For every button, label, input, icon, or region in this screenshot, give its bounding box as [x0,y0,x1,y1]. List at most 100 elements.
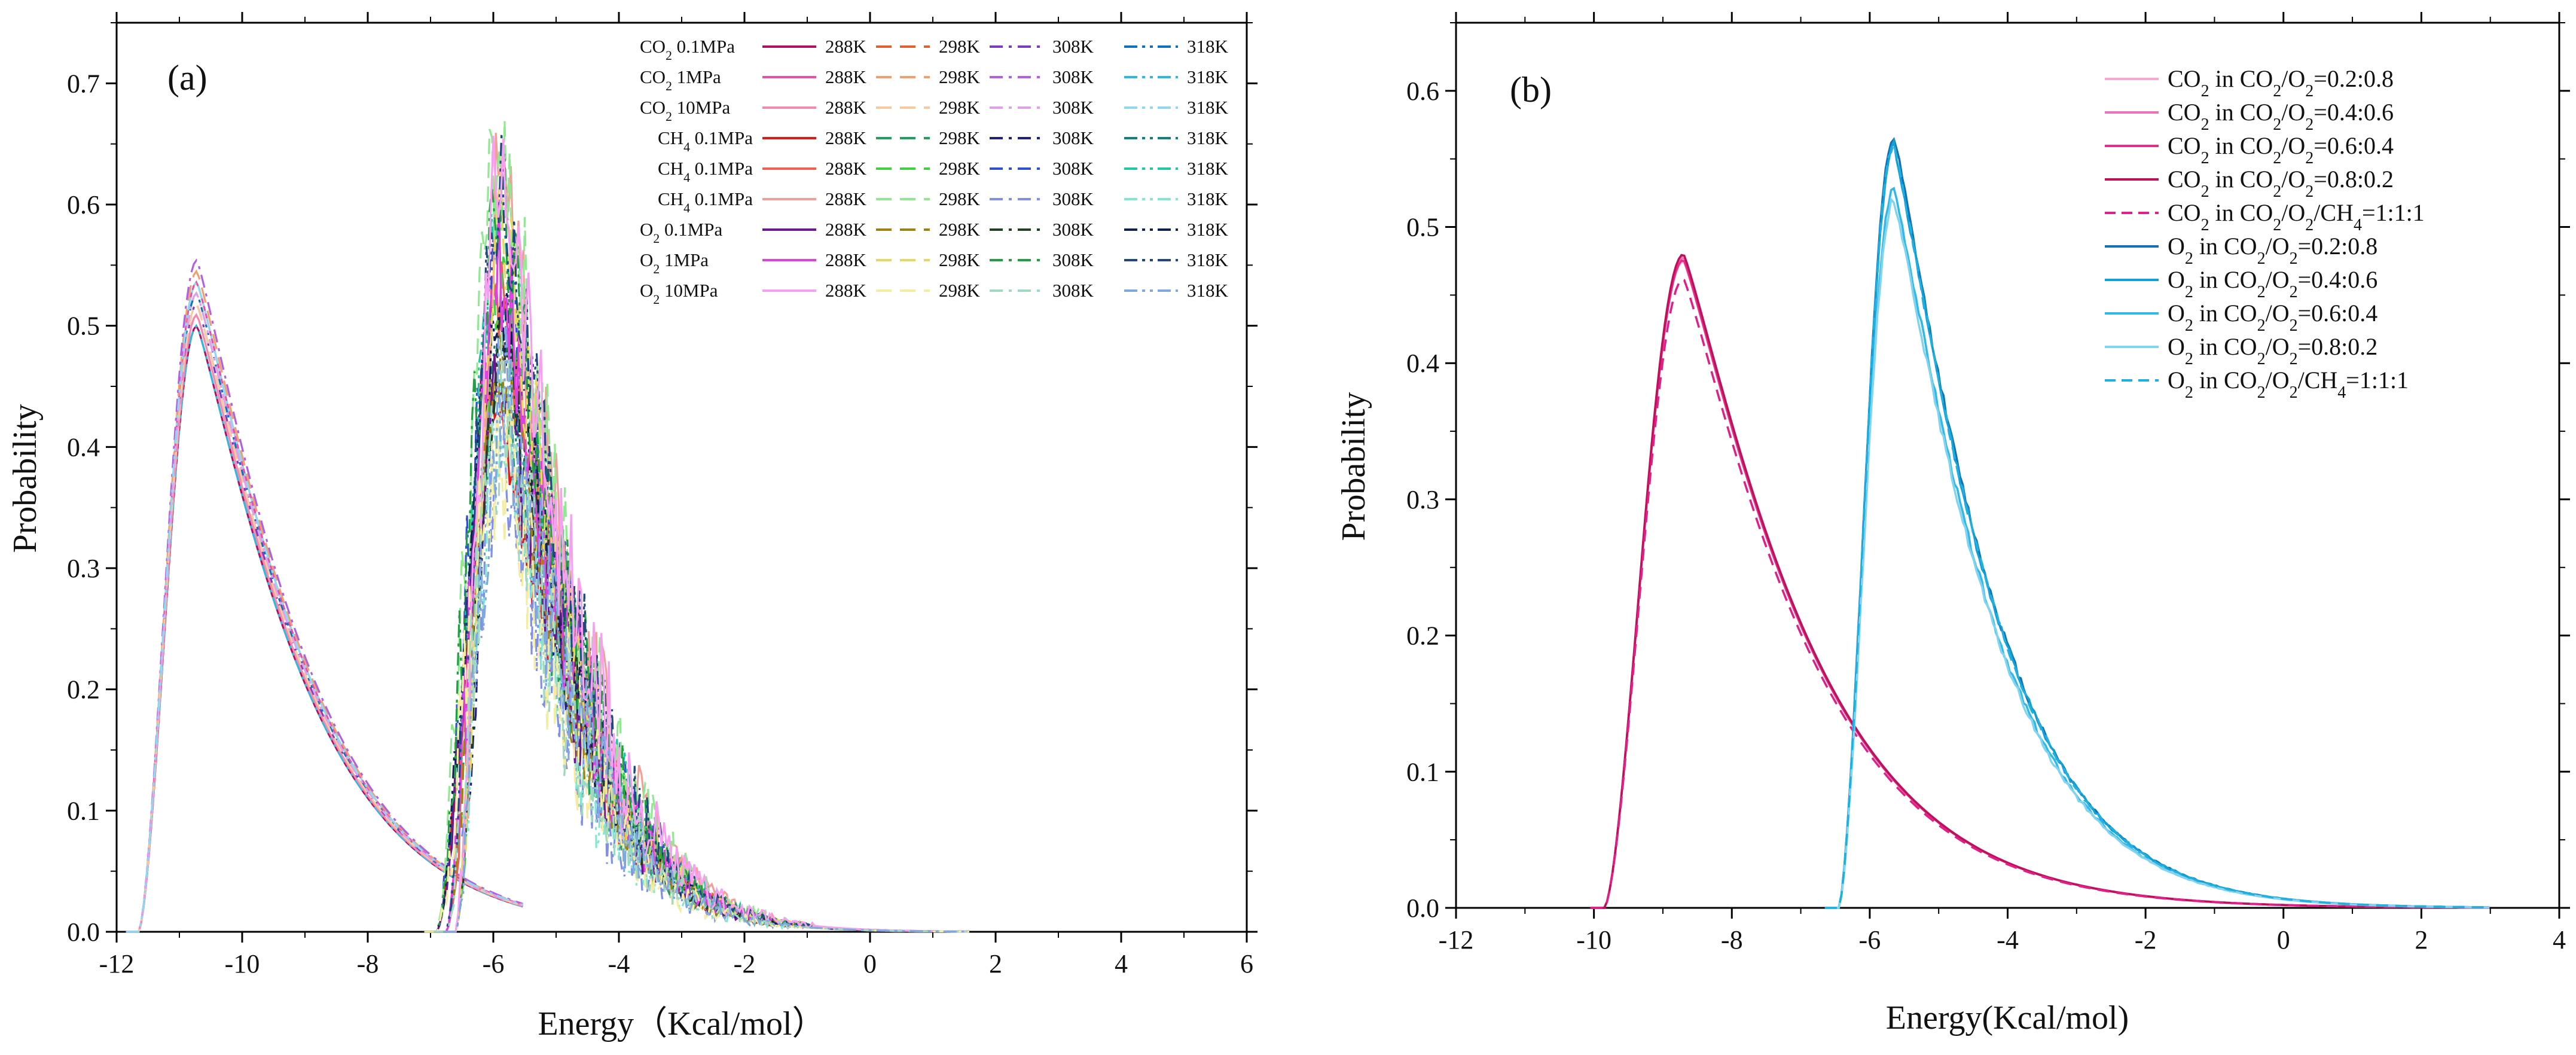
series-line-a-2-1 [126,302,523,933]
legend-group-label-a: CH4 0.1MPa [658,158,753,185]
a-x-tick-label: -4 [608,949,630,978]
b-x-tick-label: 4 [2553,925,2566,955]
legend-temp-label-a: 288K [825,127,867,148]
legend-label-b: O2 in CO2/O2=0.8:0.2 [2168,333,2377,368]
b-x-tick-label: 2 [2415,925,2428,955]
legend-label-b: CO2 in CO2/O2=0.4:0.6 [2168,99,2394,134]
legend-temp-label-a: 308K [1052,158,1094,179]
a-x-tick-label: -6 [483,949,505,978]
b-y-tick-label: 0.3 [1406,485,1439,514]
b-x-tick-label: -8 [1721,925,1743,955]
series-line-a-2-3 [126,280,523,933]
b-y-tick-label: 0.4 [1406,349,1439,378]
legend-temp-label-a: 318K [1187,158,1229,179]
a-y-tick-label: 0.6 [67,190,100,219]
legend-temp-label-a: 308K [1052,127,1094,148]
legend-temp-label-a: 288K [825,219,867,240]
legend-temp-label-a: 308K [1052,280,1094,301]
a-x-tick-label: 6 [1240,949,1253,978]
legend-temp-label-a: 308K [1052,188,1094,209]
panel-label-a: (a) [167,58,207,97]
a-x-tick-label: 2 [989,949,1002,978]
legend-temp-label-a: 298K [939,66,981,87]
legend-temp-label-a: 318K [1187,249,1229,270]
a-y-tick-label: 0.1 [67,796,100,825]
plot-frame-b [1455,22,2560,909]
a-y-tick-label: 0.7 [67,69,100,98]
series-line-b-4 [1590,278,2490,909]
y-axis-title-a: Probability [7,404,44,553]
legend-label-b: CO2 in CO2/O2=0.6:0.4 [2168,132,2394,167]
legend-temp-label-a: 308K [1052,219,1094,240]
legend-temp-label-a: 318K [1187,188,1229,209]
a-y-tick-label: 0.5 [67,312,100,341]
legend-temp-label-a: 298K [939,280,981,301]
legend-temp-label-a: 318K [1187,127,1229,148]
legend-temp-label-a: 298K [939,158,981,179]
legend-temp-label-a: 298K [939,127,981,148]
legend-temp-label-a: 298K [939,36,981,57]
legend-label-b: O2 in CO2/O2/CH4=1:1:1 [2168,367,2409,402]
series-line-a-5-3 [443,392,968,933]
legend-temp-label-a: 288K [825,249,867,270]
series-line-a-8-1 [424,389,969,933]
chart-panel-b: -12 -10 -8 -6 -4 -2 0 2 4 0.0 0.1 0.2 0.3 0.4 0.5 0.6 C… [1335,12,2570,1036]
legend-temp-label-a: 318K [1187,36,1229,57]
legend-group-label-a: CO2 10MPa [640,97,730,124]
b-y-tick-label: 0.0 [1406,894,1439,923]
a-y-tick-label: 0.3 [67,554,100,583]
legend-temp-label-a: 298K [939,249,981,270]
legend-temp-label-a: 308K [1052,66,1094,87]
legend-temp-label-a: 318K [1187,66,1229,87]
legend-temp-label-a: 298K [939,97,981,118]
series-line-a-5-1 [424,120,969,933]
b-y-tick-label: 0.5 [1406,213,1439,242]
b-x-tick-label: 0 [2277,925,2290,955]
legend-temp-label-a: 318K [1187,219,1229,240]
legend-temp-label-a: 288K [825,36,867,57]
a-x-tick-label: 4 [1115,949,1128,978]
series-line-b-9 [1824,139,2490,909]
series-line-b-6 [1824,137,2490,909]
legend-temp-label-a: 318K [1187,97,1229,118]
b-x-tick-label: -6 [1859,925,1881,955]
series-line-a-3-1 [434,376,969,933]
series-line-b-3 [1590,254,2490,909]
legend-group-label-a: CO2 0.1MPa [640,36,735,63]
legend-label-b: O2 in CO2/O2=0.6:0.4 [2168,300,2377,335]
series-line-a-6-1 [434,317,969,933]
series-line-b-5 [1824,137,2490,909]
legend-temp-label-a: 288K [825,158,867,179]
series-line-a-8-3 [443,320,968,933]
series-line-a-6-3 [424,282,969,933]
b-y-tick-label: 0.2 [1406,621,1439,651]
b-x-tick-label: -2 [2135,925,2157,955]
legend-temp-label-a: 308K [1052,36,1094,57]
panel-label-b: (b) [1510,70,1552,109]
legend-temp-label-a: 288K [825,66,867,87]
a-x-tick-label: -2 [734,949,756,978]
legend-group-label-a: CO2 1MPa [640,66,721,93]
series-line-a-2-2 [126,291,523,933]
legend-temp-label-a: 308K [1052,249,1094,270]
legend-label-b: CO2 in CO2/O2=0.8:0.2 [2168,166,2394,201]
a-x-tick-label: -10 [225,949,260,978]
series-line-a-1-2 [126,258,523,933]
a-y-tick-label: 0.4 [67,432,100,462]
legend-group-label-a: O2 1MPa [640,249,709,276]
legend-group-label-a: CH4 0.1MPa [658,127,753,154]
legend-label-b: CO2 in CO2/O2/CH4=1:1:1 [2168,199,2425,234]
legend-label-b: CO2 in CO2/O2=0.2:0.8 [2168,65,2394,100]
b-x-tick-label: -10 [1576,925,1611,955]
legend-temp-label-a: 288K [825,97,867,118]
a-y-tick-label: 0.0 [67,917,100,947]
legend-label-b: O2 in CO2/O2=0.4:0.6 [2168,266,2377,301]
b-x-tick-label: -12 [1439,925,1474,955]
legend-group-label-a: O2 0.1MPa [640,219,723,246]
legend-temp-label-a: 298K [939,219,981,240]
b-x-tick-label: -4 [1997,925,2019,955]
b-y-tick-label: 0.1 [1406,757,1439,786]
legend-label-b: O2 in CO2/O2=0.2:0.8 [2168,233,2377,268]
legend-group-label-a: CH4 0.1MPa [658,188,753,215]
